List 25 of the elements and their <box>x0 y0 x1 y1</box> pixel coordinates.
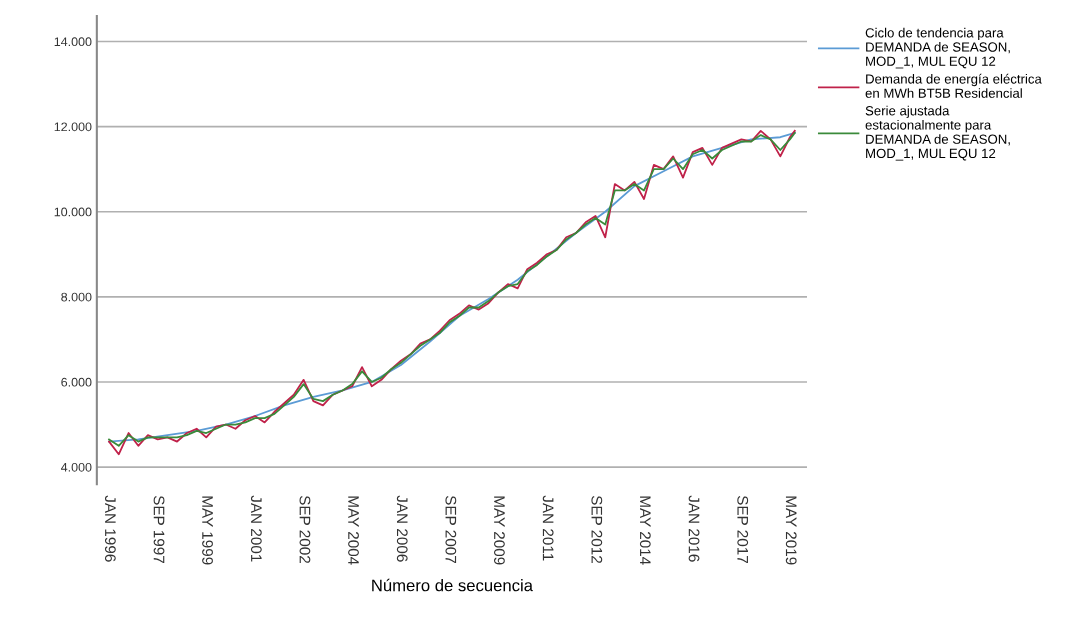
y-tick-label: 4.000 <box>60 462 92 472</box>
y-tick-label: 14.000 <box>54 37 92 47</box>
x-tick-label: JAN 1996 <box>104 495 116 562</box>
x-tick-label: JAN 2001 <box>250 495 262 562</box>
x-tick-label: SEP 2012 <box>591 495 603 563</box>
y-tick-label: 10.000 <box>54 207 92 217</box>
x-tick-label: MAY 2004 <box>348 496 359 565</box>
x-tick-label: MAY 2014 <box>639 496 651 565</box>
x-tick-label: JAN 2006 <box>396 495 408 562</box>
legend-label: Ciclo de tendencia para DEMANDA de SEASON, MOD_1, MUL EQU 12 <box>865 27 1010 69</box>
x-tick-label: SEP 2002 <box>299 495 311 563</box>
y-tick-label: 6.000 <box>61 377 92 387</box>
y-tick-label: 12.000 <box>54 122 92 132</box>
x-axis-title: Número de secuencia <box>372 578 533 592</box>
x-tick-label: MAY 1999 <box>202 496 213 565</box>
x-tick-label: JAN 2011 <box>542 495 554 561</box>
x-tick-label: MAY 2019 <box>785 496 797 565</box>
x-tick-label: SEP 1997 <box>153 495 165 563</box>
x-tick-label: MAY 2009 <box>494 496 505 565</box>
x-tick-label: SEP 2017 <box>737 495 749 563</box>
x-tick-label: JAN 2016 <box>688 495 700 562</box>
legend-label: Serie ajustada estacionalmente para DEMANDA de SEASON, MOD_1, MUL EQU 12 <box>865 105 1010 161</box>
x-tick-label: SEP 2007 <box>445 495 457 563</box>
legend-label: Demanda de energía eléctrica en MWh BT5B Residencial <box>865 73 1042 98</box>
y-tick-label: 8.000 <box>61 292 92 302</box>
